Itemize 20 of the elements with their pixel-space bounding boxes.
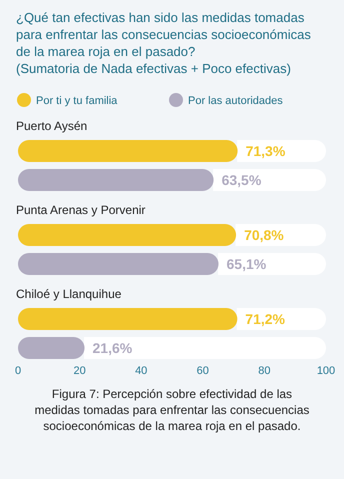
x-tick-label: 0: [14, 365, 22, 377]
chart-subtitle: (Sumatoria de Nada efectivas + Poco efectivas): [16, 61, 291, 76]
y-tick-label: Puerto Aysén: [16, 119, 88, 133]
data-label: 70,8%: [244, 227, 284, 243]
data-label: 21,6%: [92, 340, 133, 356]
x-tick-label: 100: [316, 365, 336, 377]
data-label: 65,1%: [226, 256, 267, 272]
x-tick-label: 60: [196, 365, 209, 377]
y-tick-label: Punta Arenas y Porvenir: [16, 203, 146, 217]
x-tick-label: 40: [135, 365, 148, 377]
legend-label: Por ti y tu familia: [36, 95, 118, 107]
text: Figura 7: Percepción sobre efectividad de las medidas tomadas para enfrentar las consecuencias socioeconómicas de la marea roja en el pasado.: [34, 387, 310, 433]
data-label: 71,2%: [245, 311, 286, 327]
x-tick-label: 80: [258, 365, 271, 377]
legend-label: Por las autoridades: [188, 95, 284, 107]
data-label: 71,3%: [246, 143, 286, 159]
data-label: 63,5%: [222, 172, 262, 188]
x-tick-label: 20: [73, 365, 86, 377]
chart-title: ¿Qué tan efectivas han sido las medidas tomadas para enfrentar las consecuencias socioeconómicas de la marea roja en el pasado?: [16, 10, 312, 59]
y-tick-label: Chiloé y Llanquihue: [16, 287, 122, 301]
